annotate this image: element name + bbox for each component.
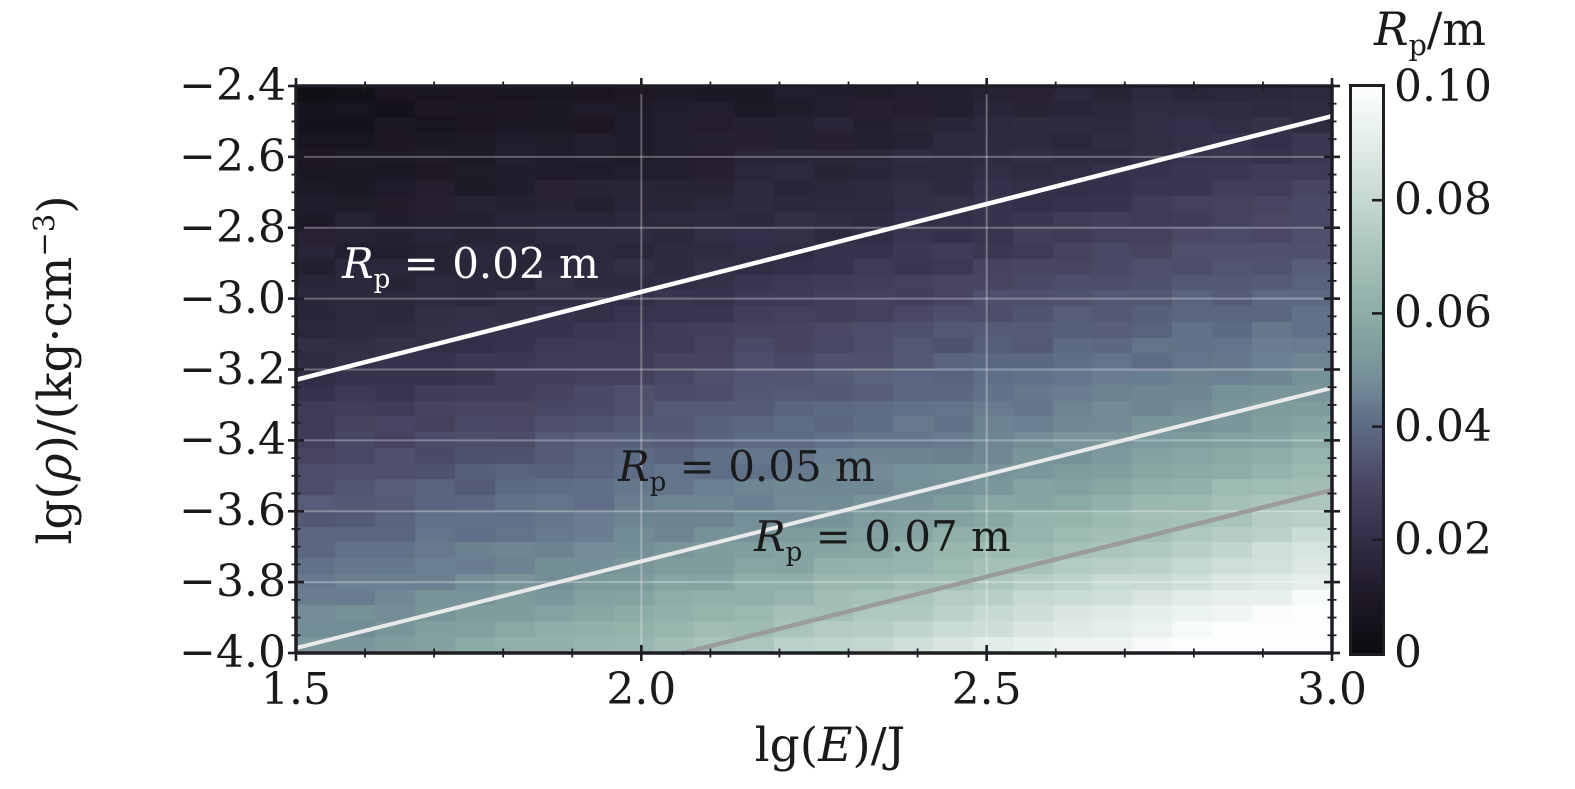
plot-area: Rp = 0.02 m Rp = 0.05 m Rp = 0.07 m <box>288 78 1340 661</box>
y-tick-label: −3.0 <box>179 272 286 324</box>
contour-label-002: Rp = 0.02 m <box>342 239 599 295</box>
y-tick-label: −2.8 <box>179 201 286 253</box>
colorbar-frame <box>1349 84 1385 656</box>
plot-frame <box>294 84 1334 655</box>
contour-label-005: Rp = 0.05 m <box>618 442 875 498</box>
colorbar-tick-label: 0.08 <box>1394 174 1492 226</box>
heatmap-image <box>296 86 1332 653</box>
colorbar-title-sub: p <box>1408 29 1427 63</box>
colorbar-tick-label: 0.10 <box>1394 61 1492 112</box>
y-tick-label: −3.8 <box>179 556 286 608</box>
contour-text: = 0.05 m <box>666 442 875 491</box>
plot-overlay <box>288 78 1340 661</box>
x-axis-label-pre: lg( <box>754 718 819 773</box>
colorbar-ticks <box>1372 198 1382 542</box>
contour-line-007 <box>680 487 1335 656</box>
contour-sub: p <box>649 467 667 498</box>
contour-text: = 0.07 m <box>802 512 1011 561</box>
y-tick-label: −3.2 <box>179 343 286 395</box>
contour-var: R <box>754 512 786 561</box>
contour-text: = 0.02 m <box>390 239 599 288</box>
x-axis-label: lg(E)/J <box>755 718 906 773</box>
x-tick-label: 2.0 <box>606 664 677 715</box>
colorbar-tick-label: 0.02 <box>1394 513 1492 565</box>
colorbar-tick-label: 0.06 <box>1394 287 1492 339</box>
colorbar-gradient <box>1352 87 1382 653</box>
x-tick-label: 3.0 <box>1297 664 1367 715</box>
contour-sub: p <box>373 264 391 295</box>
y-axis-label-pre: lg( <box>27 481 83 545</box>
x-tick-label: 2.5 <box>951 664 1022 715</box>
colorbar-tick-label: 0 <box>1394 627 1422 678</box>
colorbar-tick-label: 0.04 <box>1394 400 1492 452</box>
y-tick-label: −3.4 <box>179 414 286 466</box>
colorbar-title-post: /m <box>1426 2 1487 56</box>
contour-var: R <box>618 442 650 491</box>
y-tick-label: −2.4 <box>179 60 286 111</box>
y-tick-label: −4.0 <box>179 627 286 678</box>
y-axis-label: lg(ρ)/(kg·cm−3) <box>27 195 83 544</box>
y-axis-label-sup: −3 <box>27 213 62 257</box>
contour-var: R <box>342 239 374 288</box>
y-axis-label-var: ρ <box>27 453 83 482</box>
contour-sub: p <box>785 537 803 568</box>
colorbar-title-var: R <box>1374 2 1409 56</box>
y-tick-label: −3.6 <box>179 485 286 537</box>
contour-line-002 <box>293 113 1335 383</box>
contour-label-007: Rp = 0.07 m <box>754 512 1011 568</box>
y-axis-label-post: )/(kg·cm <box>27 256 83 454</box>
x-axis-label-post: )/J <box>852 718 906 773</box>
contour-line-005 <box>294 385 1334 651</box>
colorbar <box>1349 84 1385 656</box>
y-tick-label: −2.6 <box>179 130 286 182</box>
x-tick-label: 1.5 <box>261 664 331 715</box>
colorbar-title: Rp/m <box>1374 2 1486 62</box>
x-axis-label-var: E <box>818 718 853 773</box>
y-axis-label-end: ) <box>27 195 83 214</box>
